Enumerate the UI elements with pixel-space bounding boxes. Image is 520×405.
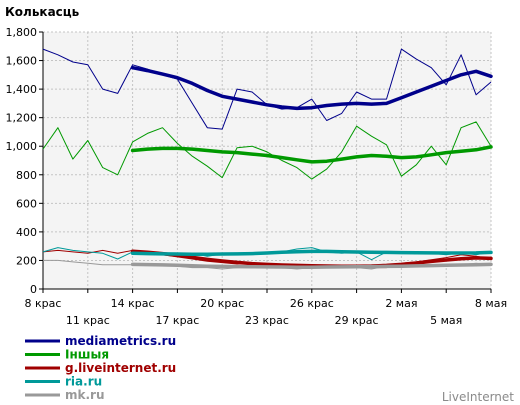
series-layer <box>42 48 493 270</box>
legend: mediametrics.ruІншыяg.liveinternet.ruria… <box>25 334 176 402</box>
x-tick-label: 26 крас <box>290 297 334 310</box>
axes: 0 200 400 600 800 1,000 1,200 1,400 1,600 1,800 8 … <box>6 26 508 327</box>
x-tick-label: 29 крас <box>335 314 379 327</box>
x-tick-label: 2 мая <box>385 297 417 310</box>
legend-label: ria.ru <box>65 375 102 389</box>
y-axis-title: Колькасць <box>5 5 80 19</box>
legend-item-5: mk.ru <box>25 388 105 402</box>
x-tick-label: 17 крас <box>155 314 199 327</box>
legend-label: Іншыя <box>65 348 109 362</box>
series-line-2 <box>42 121 492 180</box>
legend-label: g.liveinternet.ru <box>65 361 176 375</box>
series-smoothed-4 <box>130 249 493 256</box>
liveinternet-logo: LiveInternet <box>442 390 514 404</box>
x-tick-label: 23 крас <box>245 314 289 327</box>
y-tick-label: 1,200 <box>6 112 38 125</box>
y-tick-label: 800 <box>16 169 37 182</box>
x-tick-label: 8 крас <box>25 297 62 310</box>
series-smoothed-1 <box>130 65 493 111</box>
y-tick-label: 600 <box>16 197 37 210</box>
x-tick-label: 5 мая <box>430 314 462 327</box>
y-tick-label: 1,000 <box>6 140 38 153</box>
series-smoothed-2 <box>130 145 493 164</box>
legend-label: mk.ru <box>65 388 105 402</box>
legend-item-3: g.liveinternet.ru <box>25 361 176 375</box>
legend-item-2: Іншыя <box>25 348 109 362</box>
x-tick-label: 20 крас <box>200 297 244 310</box>
x-tick-label: 14 крас <box>111 297 155 310</box>
y-tick-label: 400 <box>16 226 37 239</box>
series-smoothed-5 <box>130 262 493 269</box>
y-tick-label: 200 <box>16 254 37 267</box>
x-tick-label: 8 мая <box>475 297 507 310</box>
y-tick-label: 1,800 <box>6 26 38 39</box>
y-tick-label: 0 <box>30 283 37 296</box>
legend-item-4: ria.ru <box>25 375 102 389</box>
legend-item-1: mediametrics.ru <box>25 334 176 348</box>
legend-label: mediametrics.ru <box>65 334 176 348</box>
y-tick-label: 1,600 <box>6 55 38 68</box>
y-tick-label: 1,400 <box>6 83 38 96</box>
x-tick-label: 11 крас <box>66 314 110 327</box>
